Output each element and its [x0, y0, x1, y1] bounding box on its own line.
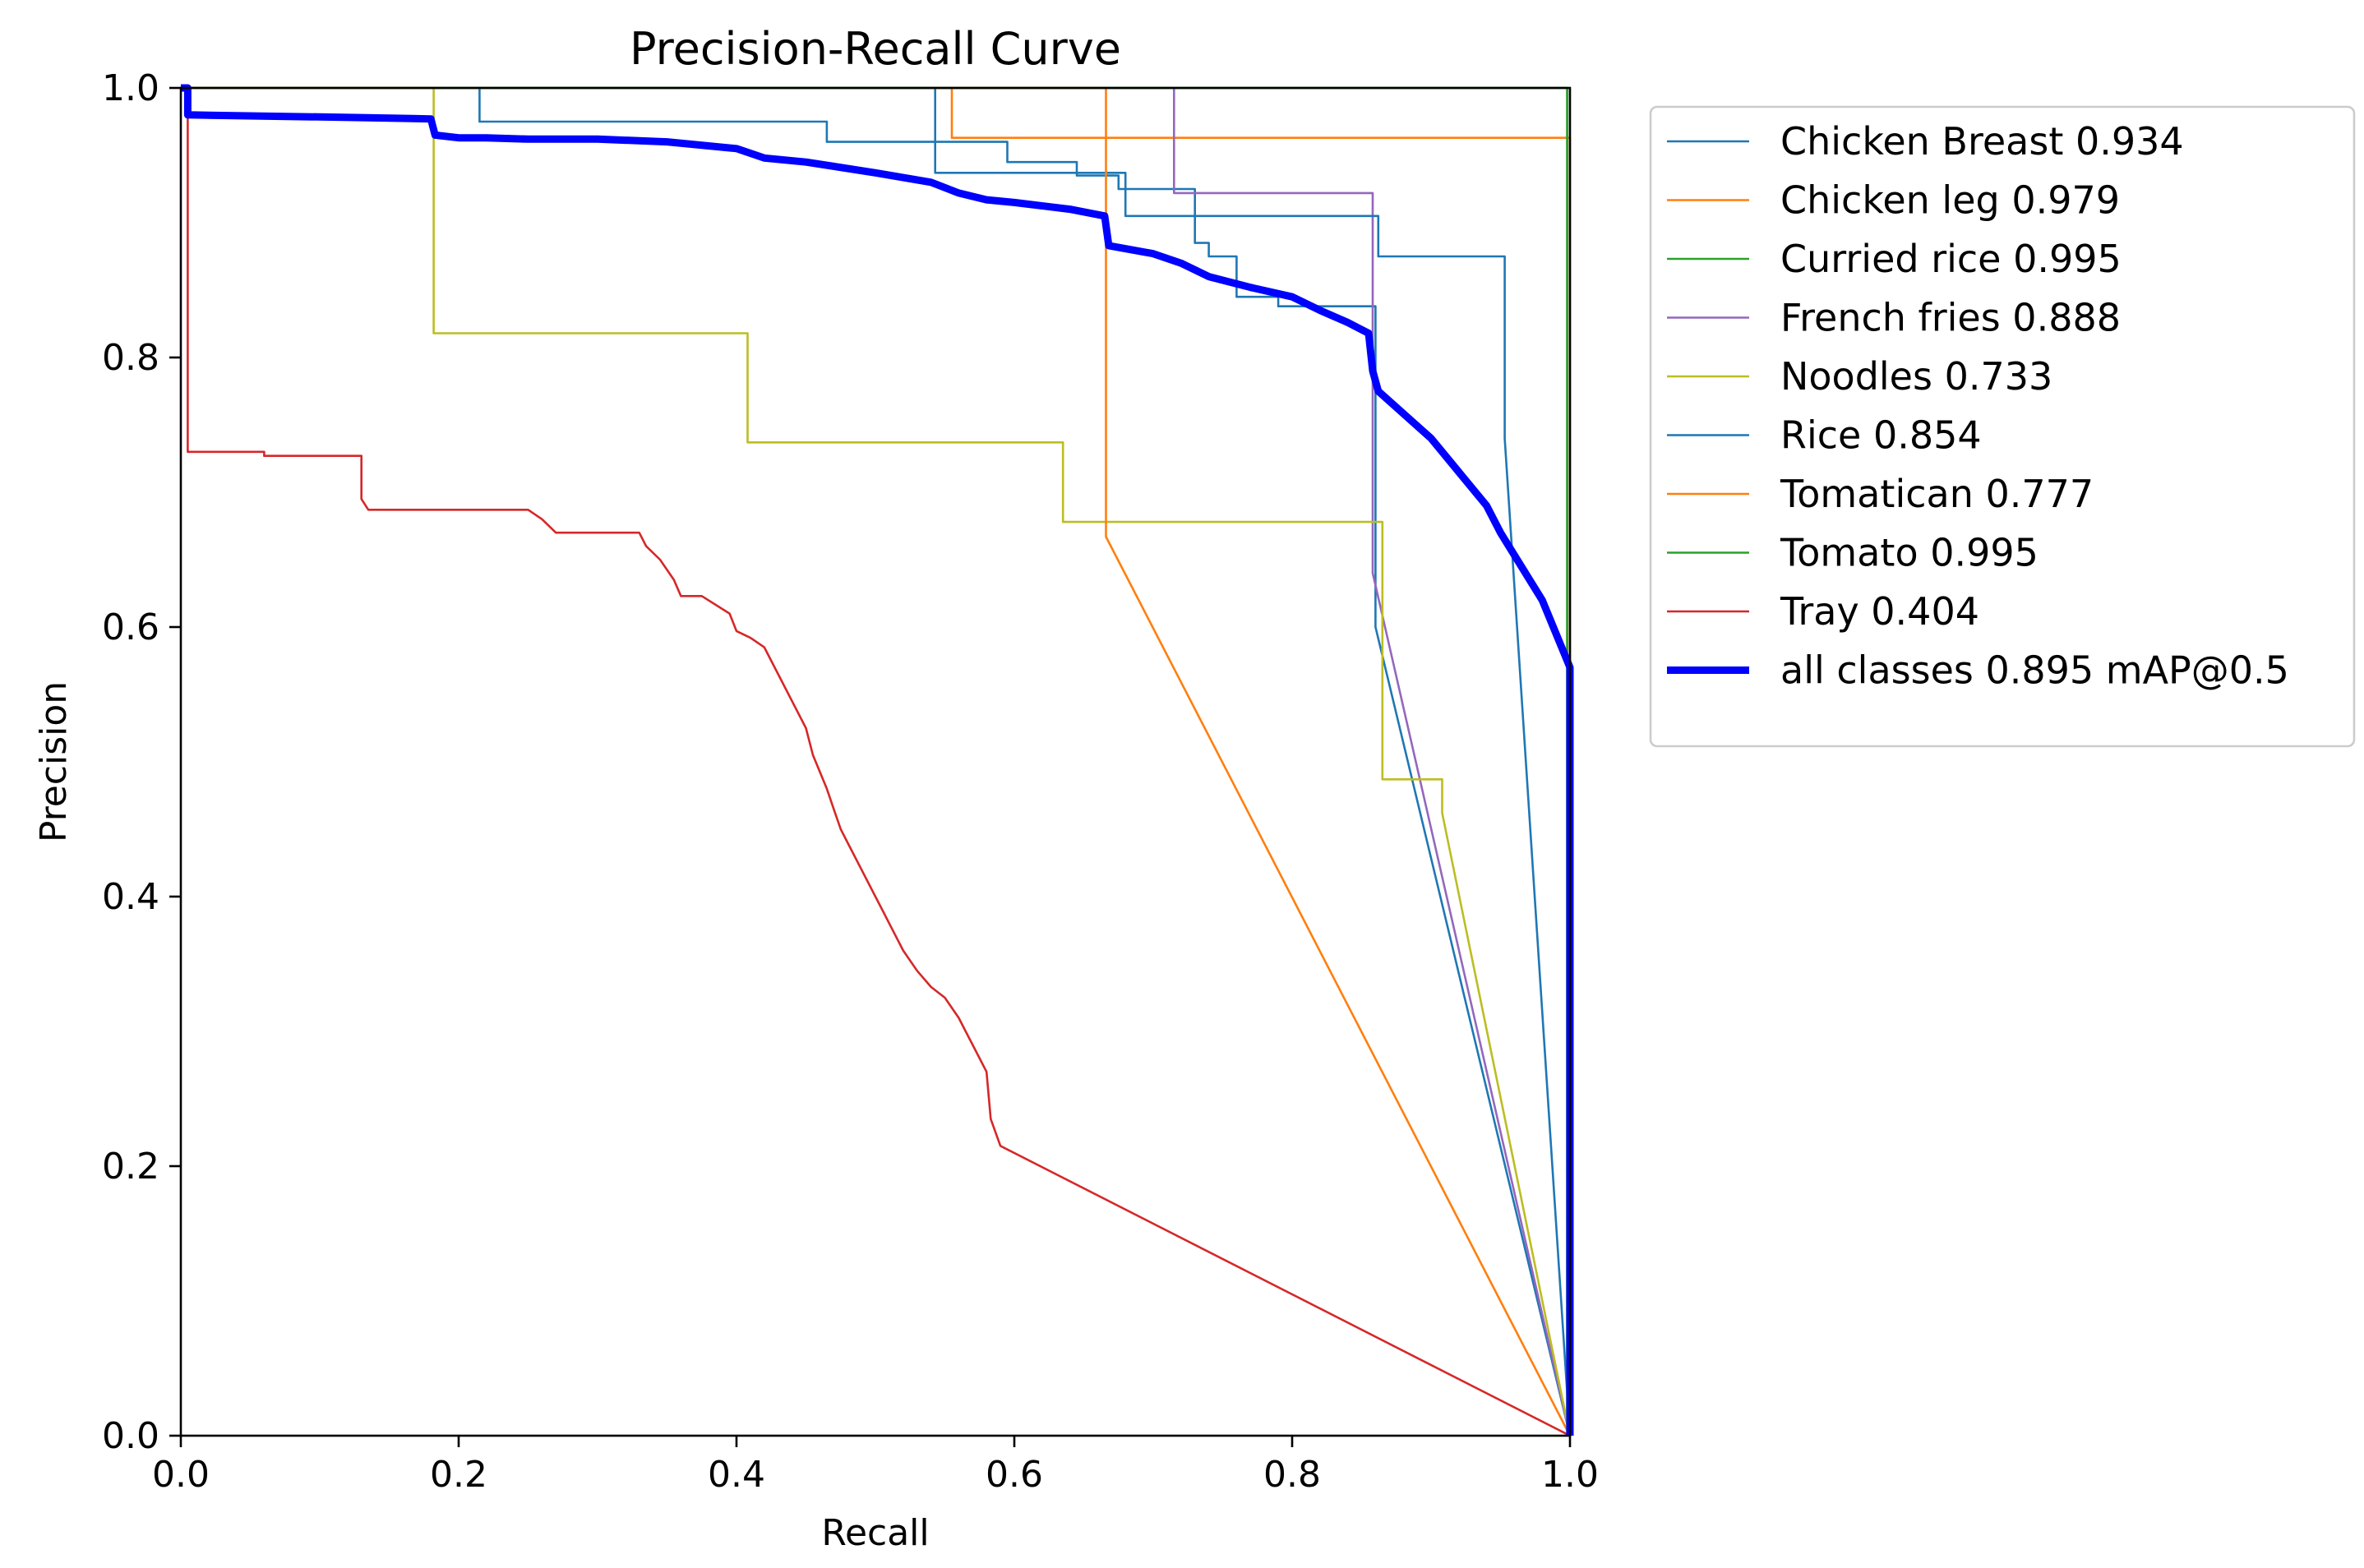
x-tick-label: 0.6 — [986, 1454, 1043, 1496]
legend-label-all-classes-0-895-map-0-5: all classes 0.895 mAP@0.5 — [1780, 648, 2289, 693]
series-line-tray-0-404 — [187, 88, 1571, 1437]
legend-label-noodles-0-733: Noodles 0.733 — [1780, 354, 2052, 399]
plot-frame — [179, 86, 1572, 1437]
y-tick-label: 0.8 — [102, 337, 159, 379]
legend-label-curried-rice-0-995: Curried rice 0.995 — [1780, 237, 2122, 281]
x-tick-label: 0.4 — [708, 1454, 765, 1496]
legend: Chicken Breast 0.934 Chicken leg 0.979 Cur… — [1649, 105, 2356, 748]
series-line-noodles-0-733 — [181, 86, 1572, 1437]
plot-area — [181, 88, 1570, 1436]
y-tick-label: 1.0 — [102, 67, 159, 109]
legend-entries: Chicken Breast 0.934 Chicken leg 0.979 Cur… — [1667, 119, 2289, 693]
series-line-rice-0-854 — [181, 86, 1572, 1437]
chart-title: Precision-Recall Curve — [630, 23, 1121, 75]
legend-label-french-fries-0-888: French fries 0.888 — [1780, 296, 2121, 340]
legend-label-tray-0-404: Tray 0.404 — [1780, 589, 1979, 634]
y-axis-label: Precision — [33, 681, 75, 842]
y-axis-ticks: 0.0 0.2 0.4 0.6 0.8 1.0 — [102, 67, 181, 1457]
series-line-chicken-breast-0-934 — [181, 86, 1572, 1437]
y-tick-label: 0.2 — [102, 1146, 159, 1188]
series-line-all-classes-0-895-map-0-5 — [181, 84, 1574, 1436]
x-tick-label: 0.2 — [430, 1454, 487, 1496]
x-axis-ticks: 0.0 0.2 0.4 0.6 0.8 1.0 — [152, 1436, 1599, 1496]
y-tick-label: 0.0 — [102, 1415, 159, 1457]
x-tick-label: 0.0 — [152, 1454, 210, 1496]
legend-label-tomatican-0-777: Tomatican 0.777 — [1780, 472, 2094, 516]
x-tick-label: 1.0 — [1541, 1454, 1599, 1496]
x-axis-label: Recall — [821, 1512, 929, 1554]
y-tick-label: 0.4 — [102, 876, 159, 918]
legend-label-rice-0-854: Rice 0.854 — [1780, 413, 1982, 458]
legend-box — [1649, 105, 2356, 748]
y-tick-label: 0.6 — [102, 606, 159, 648]
legend-label-tomato-0-995: Tomato 0.995 — [1780, 531, 2038, 575]
x-tick-label: 0.8 — [1263, 1454, 1321, 1496]
legend-label-chicken-breast-0-934: Chicken Breast 0.934 — [1780, 119, 2184, 164]
legend-label-chicken-leg-0-979: Chicken leg 0.979 — [1780, 178, 2120, 223]
